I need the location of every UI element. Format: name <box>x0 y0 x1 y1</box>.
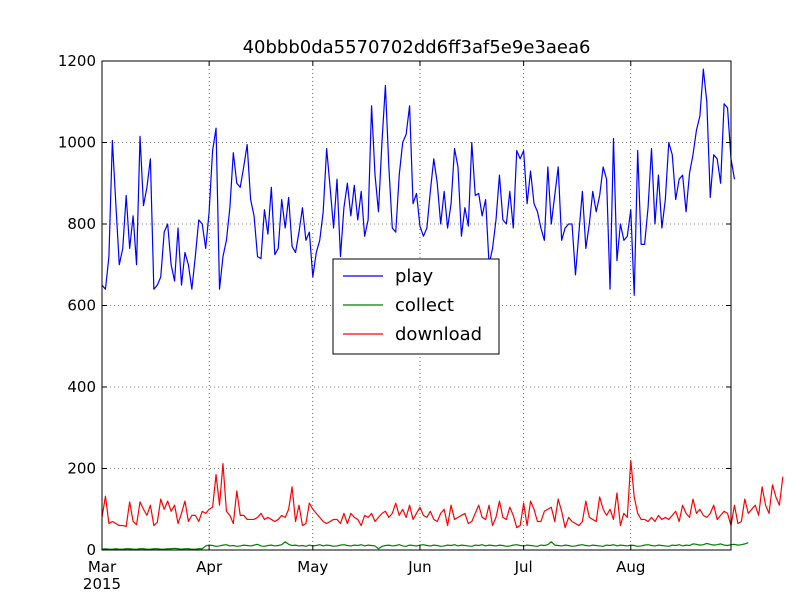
series-line-download <box>101 459 784 529</box>
x-tick-label: May <box>297 558 328 576</box>
chart-title: 40bbb0da5570702dd6ff3af5e9e3aea6 <box>243 37 591 58</box>
y-tick-label: 1200 <box>58 52 96 70</box>
y-tick-label: 600 <box>67 297 96 315</box>
series-lines <box>101 68 784 550</box>
y-tick-label: 400 <box>67 378 96 396</box>
x-tick-label: Jun <box>407 558 431 576</box>
x-tick-label: Mar <box>88 558 117 576</box>
legend: play collect download <box>332 258 500 355</box>
legend-label-play: play <box>395 266 433 287</box>
legend-box <box>332 258 500 355</box>
y-tick-label: 200 <box>67 460 96 478</box>
legend-label-collect: collect <box>395 295 454 316</box>
y-tick-label: 0 <box>86 541 96 559</box>
legend-label-download: download <box>395 324 482 345</box>
series-line-play <box>101 68 736 296</box>
x-tick-label: Aug <box>616 558 645 576</box>
y-tick-label: 1000 <box>58 134 96 152</box>
x-tick-label: Jul <box>514 558 533 576</box>
y-tick-label: 800 <box>67 215 96 233</box>
series-line-collect <box>101 541 749 550</box>
x-tick-sublabel: 2015 <box>83 575 121 593</box>
grid-lines <box>102 61 731 550</box>
x-tick-label: Apr <box>196 558 223 576</box>
